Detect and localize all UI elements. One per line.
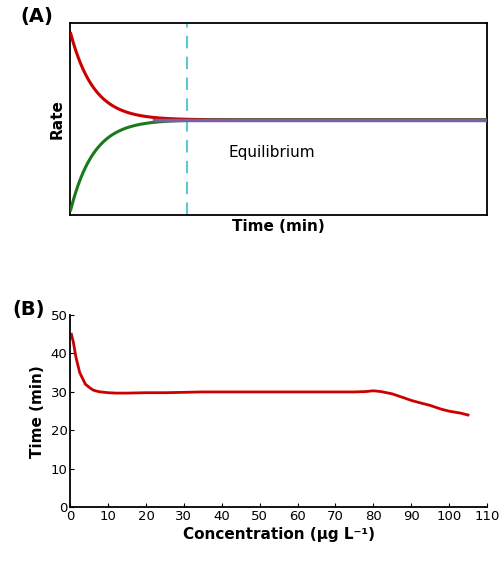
Y-axis label: Rate: Rate	[50, 99, 65, 139]
Text: (B): (B)	[12, 300, 45, 319]
Text: (A): (A)	[20, 7, 53, 26]
Y-axis label: Time (min): Time (min)	[30, 365, 45, 458]
X-axis label: Concentration (μg L⁻¹): Concentration (μg L⁻¹)	[182, 527, 374, 542]
X-axis label: Time (min): Time (min)	[232, 219, 324, 234]
Text: Equilibrium: Equilibrium	[228, 145, 315, 161]
